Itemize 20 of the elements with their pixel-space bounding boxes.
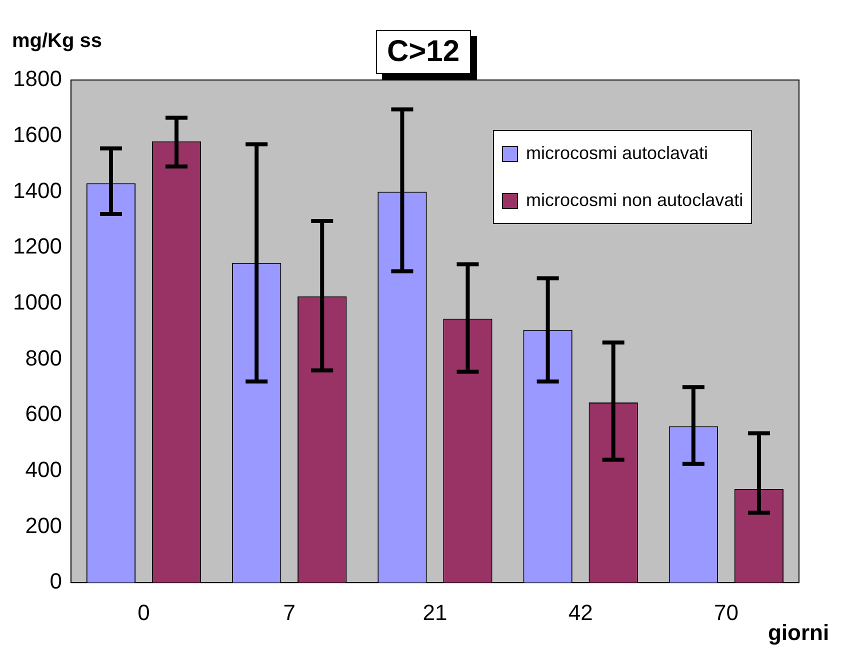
x-axis-title: giorni	[768, 620, 830, 646]
x-tick-label: 7	[283, 600, 296, 625]
chart-title: C>12	[376, 30, 471, 74]
y-tick-label: 1800	[12, 66, 62, 92]
y-tick-label: 1200	[12, 234, 62, 259]
legend-label: microcosmi autoclavati	[526, 143, 708, 164]
y-tick-label: 800	[25, 345, 62, 370]
x-tick-label: 21	[422, 600, 448, 625]
x-tick-label: 42	[568, 600, 593, 625]
y-tick-label: 1600	[12, 122, 62, 147]
y-tick-label: 400	[25, 456, 62, 482]
y-tick-label: 1000	[12, 289, 62, 314]
x-tick-label: 70	[714, 600, 738, 625]
y-tick-label: 600	[25, 401, 62, 426]
y-axis-title: mg/Kg ss	[12, 30, 102, 53]
y-tick-label: 200	[25, 512, 62, 538]
y-tick-label: 1400	[12, 178, 62, 203]
x-tick-label: 0	[138, 600, 150, 625]
y-tick-label: 0	[50, 568, 62, 594]
legend-label: microcosmi non autoclavati	[526, 190, 744, 211]
